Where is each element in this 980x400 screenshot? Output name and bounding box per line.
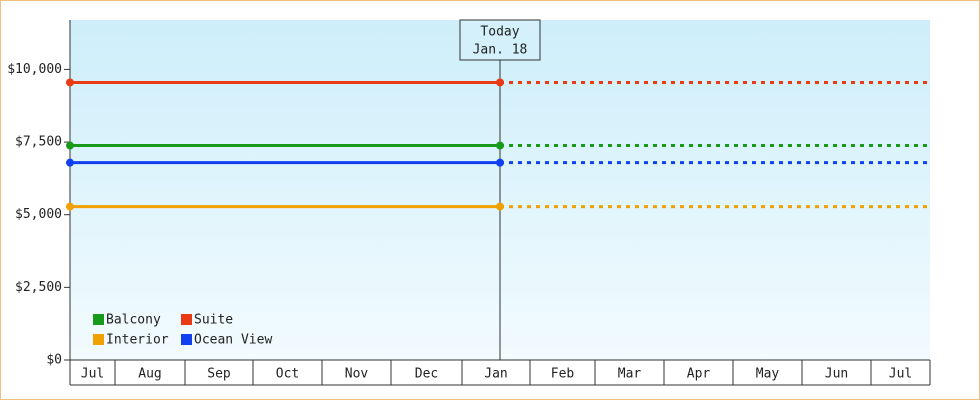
x-tick-label: Dec [415, 367, 438, 382]
point [496, 141, 504, 150]
legend-swatch [181, 314, 192, 325]
x-tick-label: Jul [81, 367, 104, 382]
point [496, 158, 504, 167]
x-tick-label: Oct [276, 367, 299, 382]
x-tick-label: Sep [207, 367, 231, 382]
legend-swatch [181, 334, 192, 345]
x-tick-label: May [756, 367, 780, 382]
legend-swatch [93, 334, 104, 345]
x-tick-label: Jul [889, 367, 912, 382]
legend-label: Balcony [106, 313, 161, 328]
point [66, 78, 74, 87]
x-tick-label: Jan [484, 367, 507, 382]
legend-label: Suite [194, 313, 233, 328]
annotation-title: Today [480, 25, 519, 40]
x-tick-label: Jun [825, 367, 848, 382]
x-tick-label: Feb [551, 367, 575, 382]
legend-swatch [93, 314, 104, 325]
y-tick-label: $5,000 [15, 207, 62, 222]
point [496, 202, 504, 211]
legend-label: Ocean View [194, 333, 272, 348]
y-tick-label: $2,500 [15, 280, 62, 295]
legend-label: Interior [106, 333, 169, 348]
point [496, 78, 504, 87]
x-tick-label: Mar [618, 367, 642, 382]
point [66, 158, 74, 167]
point [66, 202, 74, 211]
annotation-box [459, 19, 541, 61]
point [66, 141, 74, 150]
x-tick-label: Nov [345, 367, 369, 382]
x-tick-label: Apr [687, 367, 711, 382]
y-tick-label: $7,500 [15, 135, 62, 150]
y-tick-label: $10,000 [7, 62, 62, 77]
x-tick-label: Aug [138, 367, 161, 382]
annotation-date: Jan. 18 [473, 43, 528, 58]
y-tick-label: $0 [46, 353, 62, 368]
